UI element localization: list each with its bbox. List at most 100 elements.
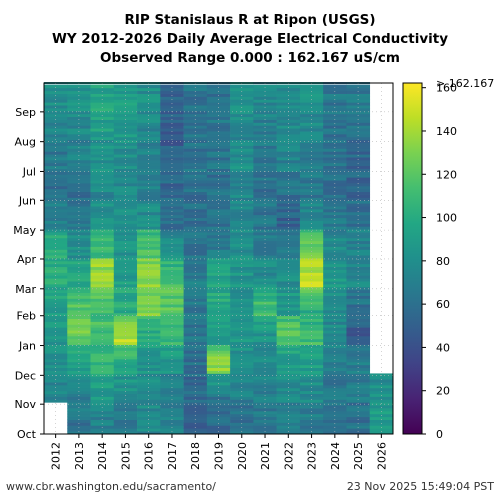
heatmap-cell-2016 bbox=[137, 347, 161, 351]
heatmap-cell-2015 bbox=[113, 191, 138, 195]
heatmap-cell-2015 bbox=[113, 419, 138, 423]
heatmap-cell-2016 bbox=[137, 333, 161, 337]
heatmap-cell-2013 bbox=[67, 428, 91, 432]
heatmap-cell-2013 bbox=[67, 419, 91, 423]
heatmap-cell-2020 bbox=[230, 338, 254, 343]
heatmap-cell-2020 bbox=[230, 260, 254, 265]
heatmap-cell-2012 bbox=[44, 90, 68, 94]
heatmap-cell-2020 bbox=[230, 286, 254, 291]
heatmap-cell-2020 bbox=[230, 168, 254, 172]
heatmap-cell-2013 bbox=[67, 208, 91, 213]
heatmap-cell-2019 bbox=[206, 356, 231, 360]
heatmap-cell-2023 bbox=[299, 200, 324, 204]
heatmap-cell-2025 bbox=[346, 232, 371, 236]
heatmap-cell-2019 bbox=[206, 180, 231, 184]
heatmap-cell-2018 bbox=[183, 131, 208, 135]
heatmap-cell-2016 bbox=[137, 87, 161, 92]
heatmap-cell-2023 bbox=[299, 188, 324, 193]
heatmap-cell-2019 bbox=[206, 275, 231, 279]
heatmap-cell-2014 bbox=[90, 356, 115, 360]
heatmap-cell-2026 bbox=[369, 376, 394, 380]
heatmap-cell-2021 bbox=[253, 425, 277, 429]
heatmap-cell-2025 bbox=[346, 229, 371, 233]
x-tick-label: 2016 bbox=[143, 442, 156, 470]
heatmap-cell-2025 bbox=[346, 87, 371, 92]
heatmap-cell-2020 bbox=[230, 304, 254, 308]
heatmap-cell-2016 bbox=[137, 335, 161, 340]
heatmap-cell-2016 bbox=[137, 312, 161, 317]
heatmap-cell-2012 bbox=[44, 260, 68, 265]
heatmap-cell-2023 bbox=[299, 399, 324, 403]
heatmap-cell-2019 bbox=[206, 240, 231, 244]
heatmap-cell-2024 bbox=[323, 136, 347, 141]
heatmap-cell-2018 bbox=[183, 200, 208, 204]
heatmap-cell-2021 bbox=[253, 301, 277, 305]
heatmap-cell-2024 bbox=[323, 240, 347, 244]
heatmap-cell-2012 bbox=[44, 211, 68, 216]
heatmap-cell-2017 bbox=[160, 387, 184, 392]
heatmap-cell-2014 bbox=[90, 304, 115, 308]
heatmap-cell-2018 bbox=[183, 96, 208, 100]
heatmap-cell-2025 bbox=[346, 384, 371, 389]
heatmap-cell-2016 bbox=[137, 229, 161, 233]
heatmap-cell-2017 bbox=[160, 283, 184, 288]
heatmap-cell-2021 bbox=[253, 168, 277, 172]
heatmap-cell-2014 bbox=[90, 194, 115, 198]
heatmap-cell-2012 bbox=[44, 157, 68, 161]
heatmap-cell-2012 bbox=[44, 171, 68, 175]
heatmap-cell-2024 bbox=[323, 125, 347, 129]
heatmap-cell-2025 bbox=[346, 370, 371, 374]
heatmap-cell-2024 bbox=[323, 370, 347, 374]
heatmap-cell-2015 bbox=[113, 194, 138, 198]
heatmap-cell-2021 bbox=[253, 338, 277, 343]
heatmap-cell-2019 bbox=[206, 364, 231, 369]
heatmap-cell-2018 bbox=[183, 128, 208, 132]
heatmap-cell-2018 bbox=[183, 295, 208, 299]
heatmap-cell-2017 bbox=[160, 431, 184, 435]
heatmap-cell-2017 bbox=[160, 260, 184, 265]
heatmap-cell-2024 bbox=[323, 180, 347, 184]
heatmap-cell-2025 bbox=[346, 139, 371, 144]
heatmap-cell-2025 bbox=[346, 159, 371, 164]
heatmap-cell-2014 bbox=[90, 136, 115, 141]
heatmap-cell-2023 bbox=[299, 356, 324, 360]
heatmap-cell-2022 bbox=[276, 281, 301, 285]
heatmap-cell-2025 bbox=[346, 266, 371, 270]
heatmap-cell-2024 bbox=[323, 211, 347, 216]
heatmap-cell-2015 bbox=[113, 344, 138, 348]
heatmap-cell-2013 bbox=[67, 151, 91, 155]
heatmap-cell-2019 bbox=[206, 128, 231, 132]
heatmap-cell-2021 bbox=[253, 180, 277, 184]
heatmap-cell-2015 bbox=[113, 431, 138, 435]
heatmap-cell-2020 bbox=[230, 200, 254, 204]
heatmap-cell-2025 bbox=[346, 168, 371, 172]
heatmap-cell-2012 bbox=[44, 139, 68, 144]
heatmap-cell-2013 bbox=[67, 246, 91, 250]
heatmap-cell-2012 bbox=[44, 191, 68, 195]
heatmap-cell-2021 bbox=[253, 194, 277, 198]
heatmap-cell-2016 bbox=[137, 292, 161, 296]
heatmap-cell-2018 bbox=[183, 364, 208, 369]
heatmap-cell-2012 bbox=[44, 353, 68, 357]
heatmap-cell-2025 bbox=[346, 171, 371, 175]
heatmap-cell-2020 bbox=[230, 139, 254, 144]
heatmap-cell-2025 bbox=[346, 324, 371, 328]
heatmap-cell-2013 bbox=[67, 295, 91, 299]
heatmap-cell-2021 bbox=[253, 419, 277, 423]
heatmap-cell-2022 bbox=[276, 376, 301, 380]
heatmap-cell-2021 bbox=[253, 105, 277, 109]
heatmap-cell-2020 bbox=[230, 90, 254, 94]
heatmap-cell-2012 bbox=[44, 356, 68, 360]
heatmap-cell-2024 bbox=[323, 208, 347, 213]
y-tick-label: Jun bbox=[18, 194, 36, 207]
heatmap-cell-2020 bbox=[230, 240, 254, 244]
heatmap-cell-2018 bbox=[183, 116, 208, 120]
heatmap-cell-2015 bbox=[113, 84, 138, 89]
heatmap-cell-2016 bbox=[137, 234, 161, 239]
heatmap-cell-2016 bbox=[137, 255, 161, 259]
heatmap-cell-2023 bbox=[299, 136, 324, 141]
heatmap-cell-2018 bbox=[183, 203, 208, 207]
heatmap-cell-2024 bbox=[323, 252, 347, 256]
heatmap-cell-2016 bbox=[137, 263, 161, 268]
